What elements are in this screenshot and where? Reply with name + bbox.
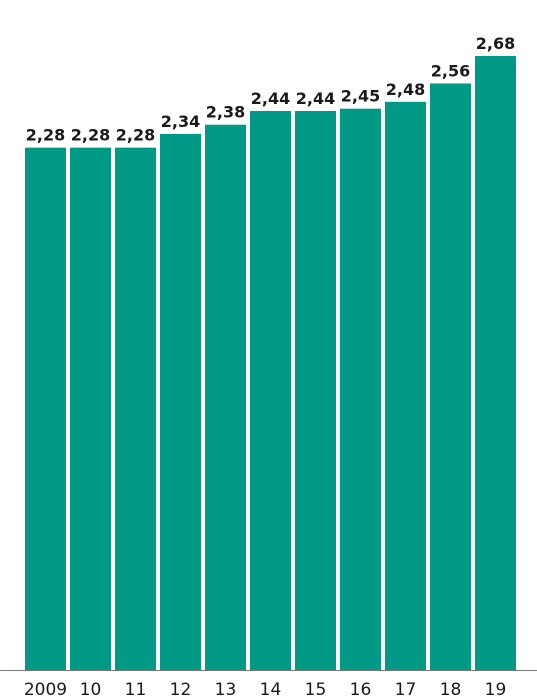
bar-19 <box>475 56 516 670</box>
bar-17 <box>385 101 426 670</box>
value-label-11: 2,28 <box>116 126 155 145</box>
x-tick-label-12: 12 <box>170 680 192 697</box>
value-label-2009: 2,28 <box>26 126 65 145</box>
bar-11 <box>115 147 156 670</box>
x-tick-label-11: 11 <box>125 680 147 697</box>
value-label-15: 2,44 <box>296 89 335 108</box>
value-labels-group: 2,28 2,28 2,28 2,34 2,38 2,44 2,44 2,45 2,48 2,56… <box>26 34 515 145</box>
x-tick-label-15: 15 <box>305 680 327 697</box>
bar-16 <box>340 108 381 670</box>
x-tick-label-19: 19 <box>485 680 507 697</box>
x-tick-labels-group: 2009 10 11 12 13 14 15 16 17 18 19 <box>24 680 506 697</box>
value-label-10: 2,28 <box>71 126 110 145</box>
x-tick-label-16: 16 <box>350 680 372 697</box>
value-label-14: 2,44 <box>251 89 290 108</box>
value-label-19: 2,68 <box>476 34 515 53</box>
value-label-16: 2,45 <box>341 87 380 106</box>
bars-group <box>25 56 516 671</box>
bar-10 <box>70 147 111 670</box>
bar-12 <box>160 133 201 671</box>
bar-2009 <box>25 147 66 670</box>
value-label-18: 2,56 <box>431 61 470 80</box>
bar-18 <box>430 83 471 670</box>
value-label-13: 2,38 <box>206 103 245 122</box>
x-tick-label-10: 10 <box>80 680 102 697</box>
bar-13 <box>205 124 246 671</box>
bar-15 <box>295 110 336 670</box>
bar-14 <box>250 110 291 670</box>
value-label-17: 2,48 <box>386 80 425 99</box>
value-label-12: 2,34 <box>161 112 200 131</box>
x-tick-label-18: 18 <box>440 680 462 697</box>
x-tick-label-13: 13 <box>215 680 237 697</box>
x-tick-label-14: 14 <box>260 680 282 697</box>
x-tick-label-2009: 2009 <box>24 680 67 697</box>
x-tick-label-17: 17 <box>395 680 417 697</box>
